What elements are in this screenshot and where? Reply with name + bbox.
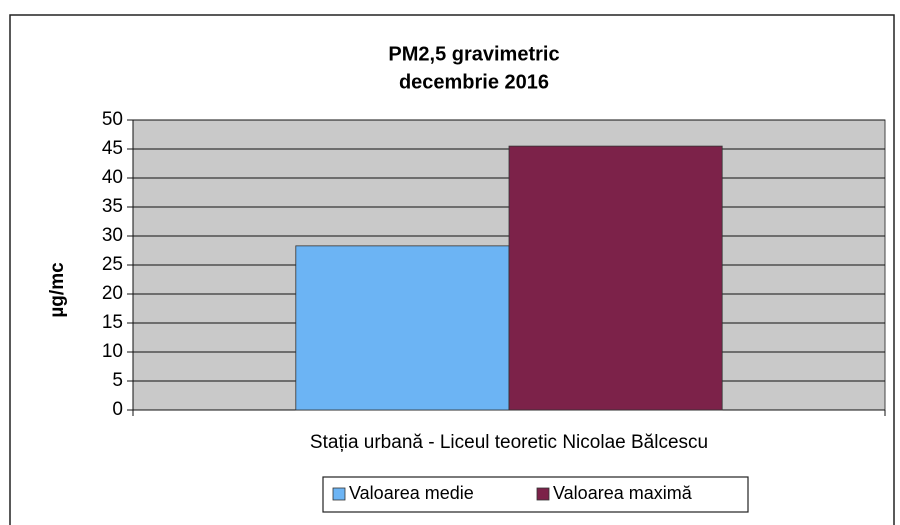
legend-label: Valoarea maximă <box>553 483 693 503</box>
y-tick-label: 40 <box>102 167 123 188</box>
y-tick-label: 45 <box>102 138 123 159</box>
y-tick-label: 25 <box>102 254 123 275</box>
legend-label: Valoarea medie <box>349 483 474 503</box>
y-tick-label: 15 <box>102 312 123 333</box>
bar <box>508 145 723 411</box>
legend-swatch <box>536 487 550 501</box>
legend-swatch <box>332 487 346 501</box>
y-tick-label: 10 <box>102 341 123 362</box>
y-tick-label: 5 <box>112 370 123 391</box>
y-tick-label: 35 <box>102 196 123 217</box>
legend-box <box>322 476 749 513</box>
bar <box>295 245 510 411</box>
chart-subtitle: decembrie 2016 <box>399 71 549 93</box>
y-tick-label: 0 <box>112 399 123 420</box>
y-axis-label: µg/mc <box>47 262 68 318</box>
chart-title: PM2,5 gravimetric <box>388 43 559 65</box>
x-tick-label: Stația urbană - Liceul teoretic Nicolae … <box>310 432 708 453</box>
y-tick-label: 50 <box>102 109 123 130</box>
y-tick-label: 20 <box>102 283 123 304</box>
y-tick-label: 30 <box>102 225 123 246</box>
